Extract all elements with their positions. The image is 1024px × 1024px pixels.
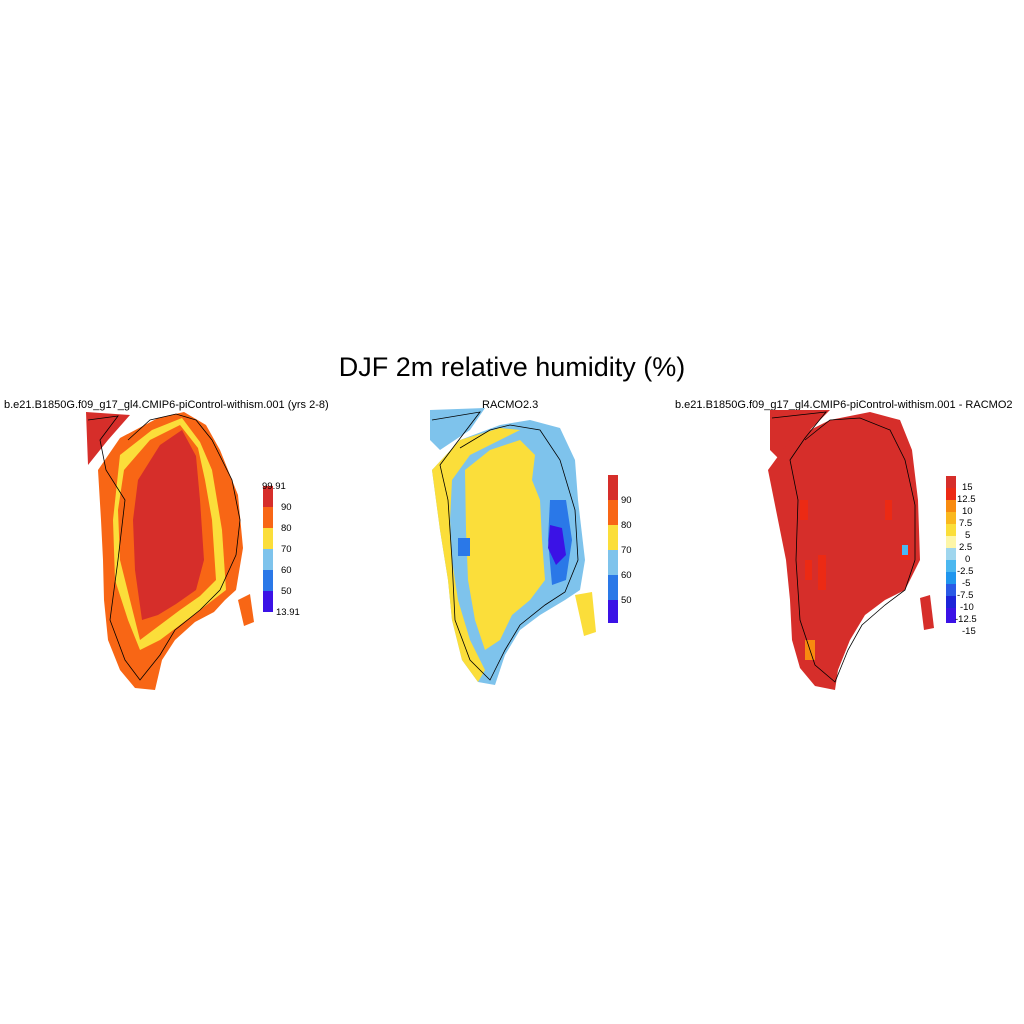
colorbar-label: 10 [962, 506, 973, 517]
colorbar-label: 7.5 [959, 518, 973, 529]
colorbar-swatch [946, 488, 956, 500]
colorbar-swatch [608, 525, 618, 550]
colorbar-swatch [263, 570, 273, 591]
colorbar-swatch [946, 572, 956, 584]
colorbar-swatch [263, 507, 273, 528]
colorbar-label: 50 [621, 595, 632, 606]
colorbar-label: -2.5 [957, 566, 974, 577]
colorbar-swatch [263, 528, 273, 549]
colorbar-swatch [946, 596, 956, 608]
panel-3-title: b.e21.B1850G.f09_g17_gl4.CMIP6-piControl… [675, 399, 1013, 411]
colorbar-label: 80 [281, 523, 292, 534]
colorbar-label: 0 [965, 554, 971, 565]
colorbar-swatch [946, 608, 956, 623]
colorbar-swatch [946, 560, 956, 572]
colorbar-label: 60 [281, 565, 292, 576]
colorbar-label: -12.5 [955, 614, 977, 625]
colorbar-label: 80 [621, 520, 632, 531]
colorbar-swatch [608, 575, 618, 600]
colorbar-swatch [263, 591, 273, 612]
colorbar-label: 90 [281, 502, 292, 513]
colorbar-label: -7.5 [957, 590, 974, 601]
colorbar-label: 50 [281, 586, 292, 597]
colorbar-swatch [946, 548, 956, 560]
colorbar-label: 12.5 [957, 494, 976, 505]
colorbar-label: 15 [962, 482, 973, 493]
colorbar-label: -10 [960, 602, 974, 613]
colorbar-swatch [946, 500, 956, 512]
colorbar-label: 2.5 [959, 542, 973, 553]
colorbar-swatch [263, 486, 273, 507]
colorbar-swatch [946, 536, 956, 548]
colorbar-swatch [608, 600, 618, 623]
panel-2-title: RACMO2.3 [482, 399, 539, 411]
colorbar-label: 90 [621, 495, 632, 506]
colorbar-swatch [946, 476, 956, 488]
figure-title: DJF 2m relative humidity (%) [338, 352, 686, 382]
colorbar-swatch [946, 512, 956, 524]
colorbar-swatch [608, 500, 618, 525]
colorbar-label: 5 [965, 530, 971, 541]
colorbar-label: -15 [962, 626, 976, 637]
colorbar-swatch [608, 475, 618, 500]
colorbar-label: 99.91 [262, 481, 286, 492]
colorbar-swatch [608, 550, 618, 575]
colorbar-swatch [946, 584, 956, 596]
colorbar-swatch [946, 524, 956, 536]
panel-1-title: b.e21.B1850G.f09_g17_gl4.CMIP6-piControl… [4, 399, 329, 411]
colorbar-label: 70 [621, 545, 632, 556]
colorbar-label: 60 [621, 570, 632, 581]
colorbar-label: -5 [962, 578, 971, 589]
colorbar-label: 70 [281, 544, 292, 555]
colorbar-swatch [263, 549, 273, 570]
colorbar-label: 13.91 [276, 607, 300, 618]
